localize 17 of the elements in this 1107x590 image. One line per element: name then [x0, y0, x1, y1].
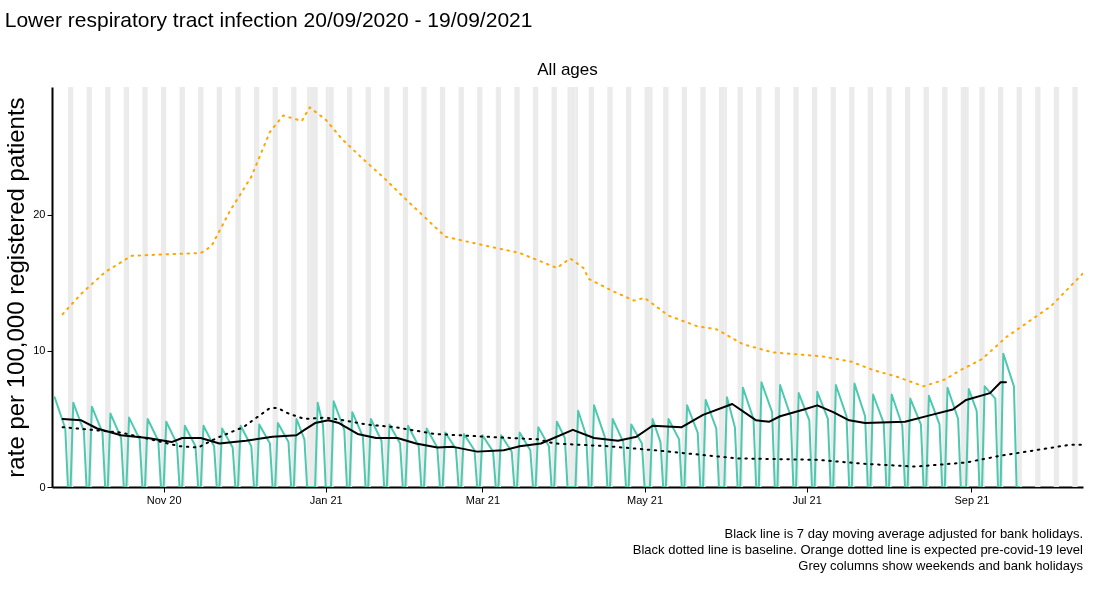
x-tick-label: Jan 21 [309, 493, 343, 506]
x-tick-label: Jul 21 [792, 493, 822, 506]
x-tick-label: Sep 21 [954, 493, 990, 506]
chart-title: Lower respiratory tract infection 20/09/2020 - 19/09/2021 [4, 8, 533, 31]
line-series [61, 106, 1083, 388]
y-tick-label: 0 [39, 480, 46, 493]
y-tick-label: 20 [33, 208, 46, 221]
line-series [53, 352, 1021, 487]
x-tick-label: May 21 [627, 493, 664, 506]
text: Black dotted line is baseline. Orange dotted line is expected pre-covid-19 level [632, 542, 1084, 557]
y-tick-label: 10 [33, 344, 46, 357]
x-tick-label: Nov 20 [146, 493, 182, 506]
chart-subtitle: All ages [537, 60, 598, 79]
text: Grey columns show weekends and bank holidays [798, 558, 1084, 573]
text: Black line is 7 day moving average adjusted for bank holidays. [724, 526, 1083, 541]
y-axis-title: rate per 100,000 registered patients [2, 97, 30, 478]
x-tick-label: Mar 21 [465, 493, 501, 506]
